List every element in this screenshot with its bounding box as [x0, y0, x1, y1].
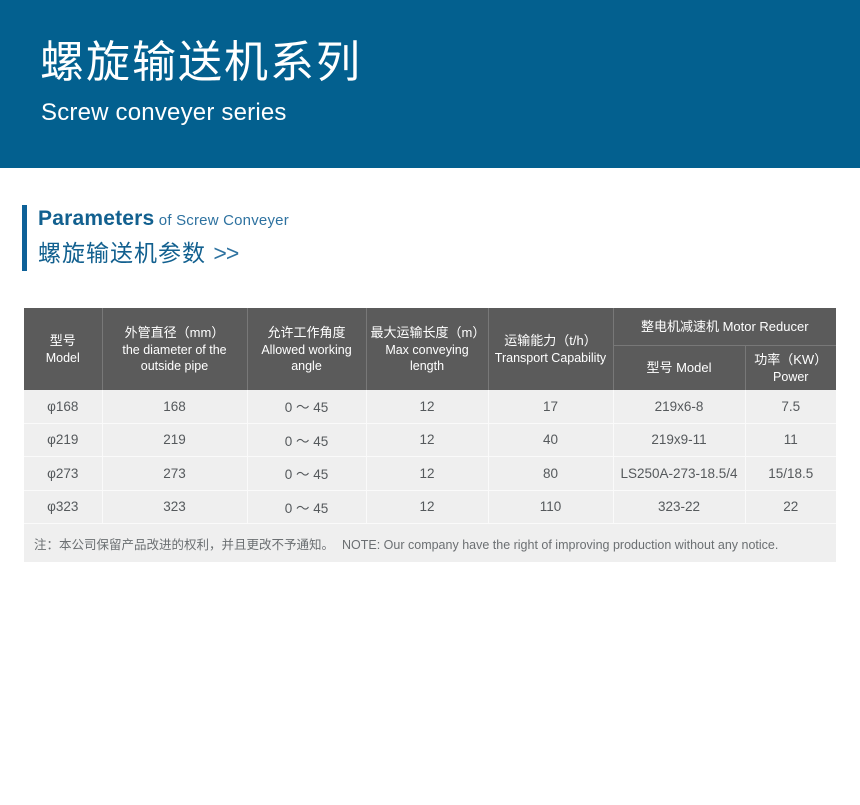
table-note: 注：本公司保留产品改进的权利，并且更改不予通知。 NOTE: Our compan… — [24, 523, 836, 562]
col-header-max-conveying-length: 最大运输长度（m） Max conveying length — [366, 308, 489, 390]
spec-table: 型号 Model 外管直径（mm） the diameter of the ou… — [24, 308, 836, 562]
table-body: φ168 168 0 ～ 45 12 17 219x6-8 7.5 φ219 2… — [24, 390, 836, 562]
cell-reducer-model: 323-22 — [613, 490, 746, 524]
col-header-power-cn: 功率（KW） — [754, 352, 828, 368]
cell-length: 12 — [366, 423, 489, 457]
table-header: 型号 Model 外管直径（mm） the diameter of the ou… — [24, 308, 836, 390]
cell-capability: 80 — [488, 456, 614, 491]
col-header-model: 型号 Model — [24, 308, 103, 390]
table-row: φ168 168 0 ～ 45 12 17 219x6-8 7.5 — [24, 390, 836, 424]
col-header-power: 功率（KW） Power — [745, 345, 836, 390]
cell-length: 12 — [366, 390, 489, 424]
cell-angle: 0 ～ 45 — [247, 456, 367, 491]
col-header-angle-cn: 允许工作角度 — [267, 325, 346, 340]
cell-angle: 0 ～ 45 — [247, 423, 367, 457]
section-heading-chinese: 螺旋输送机参数 — [38, 240, 206, 266]
col-header-motor-reducer-label: 整电机减速机 Motor Reducer — [640, 318, 809, 334]
cell-reducer-model: 219x9-11 — [613, 423, 746, 457]
cell-diameter: 219 — [102, 423, 248, 457]
col-header-capability-cn: 运输能力（t/h） — [504, 333, 597, 348]
page-banner: 螺旋输送机系列 Screw conveyer series — [0, 0, 860, 168]
col-header-diameter-en: the diameter of the outside pipe — [122, 343, 227, 373]
cell-model: φ168 — [24, 390, 103, 424]
table-header-row-sub: 型号 Model 功率（KW） Power — [24, 345, 836, 390]
table-note-row: 注：本公司保留产品改进的权利，并且更改不予通知。 NOTE: Our compan… — [24, 523, 836, 562]
chevron-double-right-icon: >> — [213, 240, 239, 266]
cell-power: 11 — [745, 423, 836, 457]
col-header-angle-en: Allowed working angle — [261, 343, 352, 373]
col-header-motor-reducer-group: 整电机减速机 Motor Reducer — [613, 308, 836, 347]
table-note-chinese: 注：本公司保留产品改进的权利，并且更改不予通知。 — [34, 537, 335, 552]
cell-diameter: 323 — [102, 490, 248, 524]
col-header-diameter-cn: 外管直径（mm） — [124, 325, 225, 340]
col-header-outside-pipe-diameter: 外管直径（mm） the diameter of the outside pip… — [102, 308, 248, 390]
cell-capability: 17 — [488, 390, 614, 424]
col-header-reducer-model-label: 型号 Model — [646, 360, 712, 376]
cell-angle: 0 ～ 45 — [247, 390, 367, 424]
col-header-capability-en: Transport Capability — [494, 351, 607, 365]
banner-title-english: Screw conveyer series — [41, 99, 287, 126]
col-header-length-en: Max conveying length — [385, 343, 469, 373]
table-header-row-top: 型号 Model 外管直径（mm） the diameter of the ou… — [24, 308, 836, 390]
cell-reducer-model: 219x6-8 — [613, 390, 746, 424]
table-note-english: NOTE: Our company have the right of impr… — [342, 537, 779, 552]
col-header-power-en: Power — [773, 370, 809, 385]
cell-model: φ219 — [24, 423, 103, 457]
col-header-model-cn: 型号 — [49, 333, 76, 348]
cell-diameter: 273 — [102, 456, 248, 491]
cell-length: 12 — [366, 490, 489, 524]
cell-model: φ273 — [24, 456, 103, 491]
cell-length: 12 — [366, 456, 489, 491]
accent-bar — [22, 205, 27, 271]
section-heading-line-chinese: 螺旋输送机参数 >> — [38, 237, 239, 269]
cell-capability: 110 — [488, 490, 614, 524]
spec-table-container: 型号 Model 外管直径（mm） the diameter of the ou… — [24, 308, 836, 562]
cell-power: 15/18.5 — [745, 456, 836, 491]
cell-capability: 40 — [488, 423, 614, 457]
col-header-length-cn: 最大运输长度（m） — [370, 325, 486, 340]
section-heading-light: of Screw Conveyer — [154, 212, 289, 229]
banner-title-chinese: 螺旋输送机系列 — [40, 38, 362, 87]
col-header-working-angle: 允许工作角度 Allowed working angle — [247, 308, 367, 390]
table-row: φ219 219 0 ～ 45 12 40 219x9-11 11 — [24, 423, 836, 457]
cell-reducer-model: LS250A-273-18.5/4 — [613, 456, 746, 491]
section-heading-strong: Parameters — [38, 207, 155, 230]
cell-model: φ323 — [24, 490, 103, 524]
col-header-reducer-model: 型号 Model — [613, 345, 746, 390]
table-row: φ273 273 0 ～ 45 12 80 LS250A-273-18.5/4 … — [24, 456, 836, 491]
cell-power: 7.5 — [745, 390, 836, 424]
cell-diameter: 168 — [102, 390, 248, 424]
section-heading-line-english: Parameters of Screw Conveyer — [38, 205, 289, 235]
cell-angle: 0 ～ 45 — [247, 490, 367, 524]
col-header-model-en: Model — [45, 351, 80, 365]
col-header-transport-capability: 运输能力（t/h） Transport Capability — [488, 308, 614, 390]
cell-power: 22 — [745, 490, 836, 524]
table-row: φ323 323 0 ～ 45 12 110 323-22 22 — [24, 490, 836, 524]
